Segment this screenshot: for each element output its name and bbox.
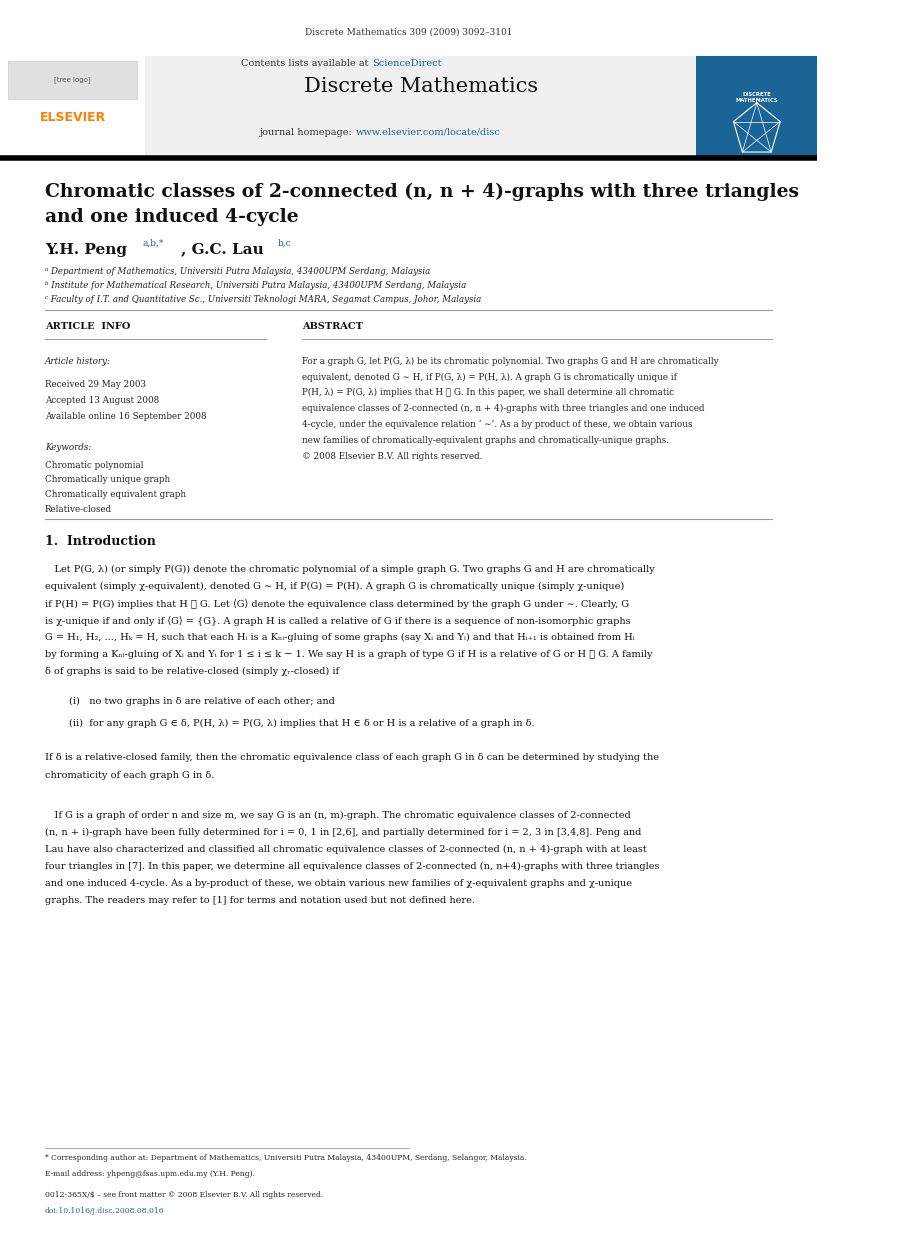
Text: DISCRETE
MATHEMATICS: DISCRETE MATHEMATICS [736,93,778,103]
Text: Let P(G, λ) (or simply P(G)) denote the chromatic polynomial of a simple graph G: Let P(G, λ) (or simply P(G)) denote the … [45,565,655,573]
Text: Y.H. Peng: Y.H. Peng [45,243,127,256]
FancyBboxPatch shape [8,61,137,99]
Text: ᵃ Department of Mathematics, Universiti Putra Malaysia, 43400UPM Serdang, Malays: ᵃ Department of Mathematics, Universiti … [45,267,430,276]
Text: is χ-unique if and only if ⟨G⟩ = {G}. A graph H is called a relative of G if the: is χ-unique if and only if ⟨G⟩ = {G}. A … [45,615,630,625]
Text: ELSEVIER: ELSEVIER [40,111,106,125]
Text: equivalence classes of 2-connected (n, n + 4)-graphs with three triangles and on: equivalence classes of 2-connected (n, n… [302,404,705,413]
Text: ABSTRACT: ABSTRACT [302,322,364,331]
Text: equivalent (simply χ-equivalent), denoted G ∼ H, if P(G) = P(H). A graph G is ch: equivalent (simply χ-equivalent), denote… [45,582,624,591]
Text: and one induced 4-cycle. As a by-product of these, we obtain various new familie: and one induced 4-cycle. As a by-product… [45,879,632,888]
Text: If G is a graph of order n and size m, we say G is an (n, m)-graph. The chromati: If G is a graph of order n and size m, w… [45,811,630,820]
Text: Relative-closed: Relative-closed [45,505,112,514]
Text: and one induced 4-cycle: and one induced 4-cycle [45,208,298,227]
Text: (ii)  for any graph G ∈ δ, P(H, λ) = P(G, λ) implies that H ∈ δ or H is a relati: (ii) for any graph G ∈ δ, P(H, λ) = P(G,… [70,719,535,728]
Text: Discrete Mathematics 309 (2009) 3092–3101: Discrete Mathematics 309 (2009) 3092–310… [305,27,512,36]
FancyBboxPatch shape [0,56,817,158]
Text: If δ is a relative-closed family, then the chromatic equivalence class of each g: If δ is a relative-closed family, then t… [45,754,659,763]
Text: www.elsevier.com/locate/disc: www.elsevier.com/locate/disc [356,128,501,137]
Text: Chromatically unique graph: Chromatically unique graph [45,475,171,484]
Text: δ of graphs is said to be relative-closed (simply χᵣ-closed) if: δ of graphs is said to be relative-close… [45,667,339,676]
Text: chromaticity of each graph G in δ.: chromaticity of each graph G in δ. [45,770,214,780]
Text: Keywords:: Keywords: [45,443,92,452]
Text: ᶜ Faculty of I.T. and Quantitative Sc., Universiti Teknologi MARA, Segamat Campu: ᶜ Faculty of I.T. and Quantitative Sc., … [45,295,482,303]
Text: Chromatic polynomial: Chromatic polynomial [45,461,143,469]
Text: four triangles in [7]. In this paper, we determine all equivalence classes of 2-: four triangles in [7]. In this paper, we… [45,862,659,870]
Text: equivalent, denoted G ∼ H, if P(G, λ) = P(H, λ). A graph G is chromatically uniq: equivalent, denoted G ∼ H, if P(G, λ) = … [302,373,678,381]
Text: [tree logo]: [tree logo] [54,76,91,83]
Text: Lau have also characterized and classified all chromatic equivalence classes of : Lau have also characterized and classifi… [45,844,647,854]
Text: For a graph G, let P(G, λ) be its chromatic polynomial. Two graphs G and H are c: For a graph G, let P(G, λ) be its chroma… [302,357,719,365]
Text: ARTICLE  INFO: ARTICLE INFO [45,322,131,331]
Text: journal homepage:: journal homepage: [259,128,356,137]
Text: Received 29 May 2003: Received 29 May 2003 [45,380,146,389]
Text: Chromatic classes of 2-connected (n, n + 4)-graphs with three triangles: Chromatic classes of 2-connected (n, n +… [45,183,799,202]
Text: (i)   no two graphs in δ are relative of each other; and: (i) no two graphs in δ are relative of e… [70,697,336,706]
Text: new families of chromatically-equivalent graphs and chromatically-unique graphs.: new families of chromatically-equivalent… [302,436,669,444]
Text: (n, n + i)-graph have been fully determined for i = 0, 1 in [2,6], and partially: (n, n + i)-graph have been fully determi… [45,827,641,837]
Text: 1.  Introduction: 1. Introduction [45,535,156,548]
Text: 4-cycle, under the equivalence relation ‘ ∼’. As a by product of these, we obtai: 4-cycle, under the equivalence relation … [302,420,693,430]
Text: , G.C. Lau: , G.C. Lau [181,243,264,256]
Text: Accepted 13 August 2008: Accepted 13 August 2008 [45,396,160,405]
Text: Contents lists available at: Contents lists available at [241,59,372,68]
Text: Available online 16 September 2008: Available online 16 September 2008 [45,412,207,421]
Text: P(H, λ) = P(G, λ) implies that H ≅ G. In this paper, we shall determine all chro: P(H, λ) = P(G, λ) implies that H ≅ G. In… [302,389,675,397]
Text: b,c: b,c [278,239,292,248]
Text: ᵇ Institute for Mathematical Research, Universiti Putra Malaysia, 43400UPM Serda: ᵇ Institute for Mathematical Research, U… [45,281,466,290]
Text: 0012-365X/$ – see front matter © 2008 Elsevier B.V. All rights reserved.: 0012-365X/$ – see front matter © 2008 El… [45,1191,323,1198]
Text: G = H₁, H₂, ..., Hₖ = H, such that each Hᵢ is a Kₙᵢ-gluing of some graphs (say X: G = H₁, H₂, ..., Hₖ = H, such that each … [45,633,635,643]
Text: ScienceDirect: ScienceDirect [372,59,442,68]
Text: doi:10.1016/j.disc.2008.08.016: doi:10.1016/j.disc.2008.08.016 [45,1207,164,1214]
Text: Article history:: Article history: [45,357,111,365]
Text: Chromatically equivalent graph: Chromatically equivalent graph [45,490,186,499]
Text: graphs. The readers may refer to [1] for terms and notation used but not defined: graphs. The readers may refer to [1] for… [45,896,475,905]
Text: © 2008 Elsevier B.V. All rights reserved.: © 2008 Elsevier B.V. All rights reserved… [302,452,483,461]
Text: * Corresponding author at: Department of Mathematics, Universiti Putra Malaysia,: * Corresponding author at: Department of… [45,1154,527,1161]
Text: by forming a Kₙᵢ-gluing of Xᵢ and Yᵢ for 1 ≤ i ≤ k − 1. We say H is a graph of t: by forming a Kₙᵢ-gluing of Xᵢ and Yᵢ for… [45,650,652,659]
FancyBboxPatch shape [0,56,145,158]
Text: if P(H) = P(G) implies that H ≅ G. Let ⟨G⟩ denote the equivalence class determin: if P(H) = P(G) implies that H ≅ G. Let ⟨… [45,599,629,609]
Text: E-mail address: yhpeng@fsas.upm.edu.my (Y.H. Peng).: E-mail address: yhpeng@fsas.upm.edu.my (… [45,1170,255,1177]
FancyBboxPatch shape [697,56,817,158]
Text: a,b,*: a,b,* [142,239,163,248]
Text: Discrete Mathematics: Discrete Mathematics [304,77,538,97]
